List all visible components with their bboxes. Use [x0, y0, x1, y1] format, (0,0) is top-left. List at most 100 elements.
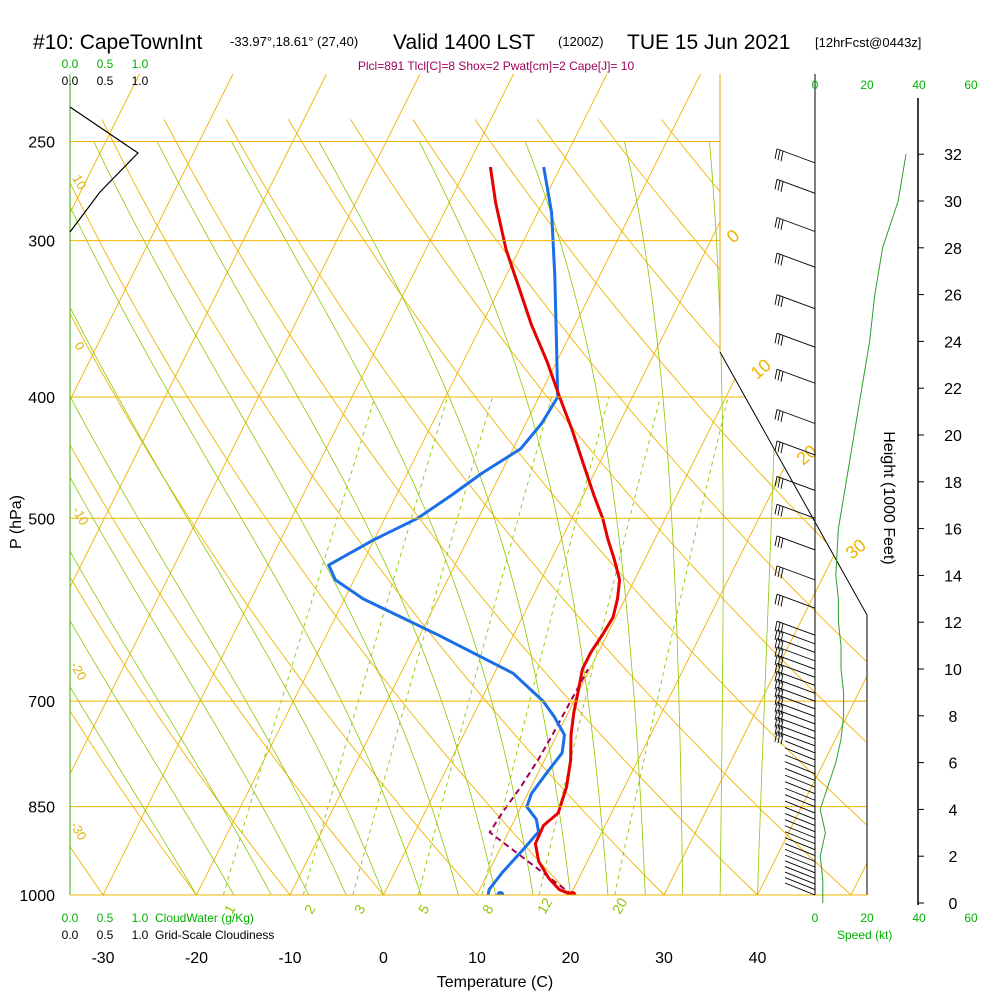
wind-barb [776, 593, 816, 609]
temperature-line [488, 166, 622, 895]
height-tick-label: 16 [944, 522, 962, 539]
cloud-tick-label: 0.5 [97, 57, 114, 71]
wind-barb [776, 731, 816, 747]
wind-barb-feather [774, 253, 778, 264]
wind-barb-feather [774, 717, 778, 728]
wind-barb-feather [774, 646, 778, 657]
x-axis-label: Temperature (C) [437, 974, 553, 991]
isotherm-line [757, 74, 867, 895]
wind-barb [784, 825, 816, 839]
moist-adiabat-line [318, 141, 571, 895]
dewpoint-line [327, 166, 566, 895]
wind-barb-feather [777, 672, 781, 683]
cloud-tick-label: 0.0 [62, 57, 79, 71]
wind-barb-feather [774, 629, 778, 640]
cloud-tick-label: 0.5 [97, 74, 114, 88]
isotherm-line [289, 74, 701, 895]
wind-barb-feather [780, 181, 784, 192]
height-tick-label: 6 [949, 756, 958, 773]
moist-adiabat-line [231, 141, 534, 895]
x-tick-label: 20 [562, 950, 580, 967]
wind-barb [776, 638, 816, 653]
wind-barb-feather [777, 410, 781, 421]
isotherm-line [70, 74, 421, 895]
wind-barb-feather [774, 594, 778, 605]
isotherm-line [663, 74, 867, 895]
isotherm-line [476, 74, 867, 895]
wind-barb [776, 629, 816, 645]
dry-adiabat-line [412, 119, 867, 895]
moist-adiabat-line [70, 141, 197, 895]
moist-adiabat-line [709, 141, 724, 895]
wind-barb [776, 670, 816, 686]
pressure-tick-label: 700 [28, 694, 55, 711]
dry-adiabat-line [661, 119, 867, 895]
height-tick-label: 10 [944, 662, 962, 679]
wind-barb [784, 877, 816, 890]
wind-barb [784, 860, 816, 874]
dry-adiabat-line [70, 119, 217, 895]
wind-barb [784, 843, 816, 856]
wind-barb-feather [777, 695, 781, 707]
wind-barb-feather [774, 694, 778, 705]
height-tick-label: 26 [944, 288, 962, 305]
height-tick-label: 4 [949, 802, 958, 819]
wind-barb-feather [780, 734, 784, 745]
speed-tick-label: 60 [964, 911, 978, 925]
wind-barb-feather [780, 443, 784, 454]
wind-barb-feather [777, 711, 781, 722]
dry-adiabat-line [474, 119, 867, 895]
speed-tick-label: 20 [860, 78, 874, 92]
wind-barb [784, 848, 816, 862]
wind-barb [784, 837, 816, 851]
moist-adiabat-line [70, 141, 347, 895]
isotherm-line [102, 74, 514, 895]
station-coords: -33.97°,18.61° (27,40) [230, 34, 358, 49]
wind-barb-feather [774, 294, 778, 305]
wind-barb [784, 740, 816, 754]
wind-barb [776, 654, 816, 670]
mixing-ratio-line [614, 396, 729, 895]
height-tick-label: 32 [944, 147, 962, 164]
x-tick-label: 30 [655, 950, 673, 967]
height-tick-label: 14 [944, 568, 962, 585]
isotherm-line [70, 74, 234, 895]
wind-barb [784, 854, 816, 868]
wind-barb [784, 806, 816, 820]
dry-adiabat-label: -10 [69, 504, 91, 528]
speed-tick-label: 40 [912, 911, 926, 925]
wind-barb [784, 882, 816, 896]
wind-barb-feather [780, 478, 784, 489]
wind-barb [776, 678, 816, 694]
wind-barb-feather [774, 148, 778, 159]
wind-barb-feather [777, 595, 781, 606]
x-tick-label: 40 [749, 950, 767, 967]
dry-adiabat-line [70, 119, 407, 895]
wind-barb-feather [777, 218, 781, 229]
cloud-tick-label: 0.0 [62, 928, 79, 942]
wind-barb-feather [780, 506, 784, 517]
cloud-tick-label: 1.0 [132, 928, 149, 942]
pressure-tick-label: 300 [28, 234, 55, 251]
speed-tick-label: 0 [812, 78, 819, 92]
wind-barb-feather [774, 679, 778, 690]
height-tick-label: 2 [949, 849, 958, 866]
wind-barb [776, 646, 816, 662]
wind-barb-feather [780, 623, 784, 634]
wind-barb-feather [774, 663, 778, 674]
wind-barb-feather [777, 656, 781, 667]
x-tick-label: 0 [379, 950, 388, 967]
wind-barb-feather [774, 504, 778, 515]
moist-adiabat-line [70, 141, 310, 895]
wind-barb [784, 794, 816, 808]
indices-label: Plcl=891 Tlcl[C]=8 Shox=2 Pwat[cm]=2 Cap… [358, 59, 635, 73]
wind-barb-feather [774, 621, 778, 632]
background-grid [70, 74, 867, 895]
wind-barb-feather [777, 680, 781, 691]
wind-barb-feather [777, 295, 781, 306]
wind-barb-feather [774, 476, 778, 487]
wind-barb-feather [774, 687, 778, 698]
wind-barb [784, 747, 816, 761]
wind-barb-feather [777, 149, 781, 161]
mixing-ratio-label: 2 [301, 902, 319, 917]
